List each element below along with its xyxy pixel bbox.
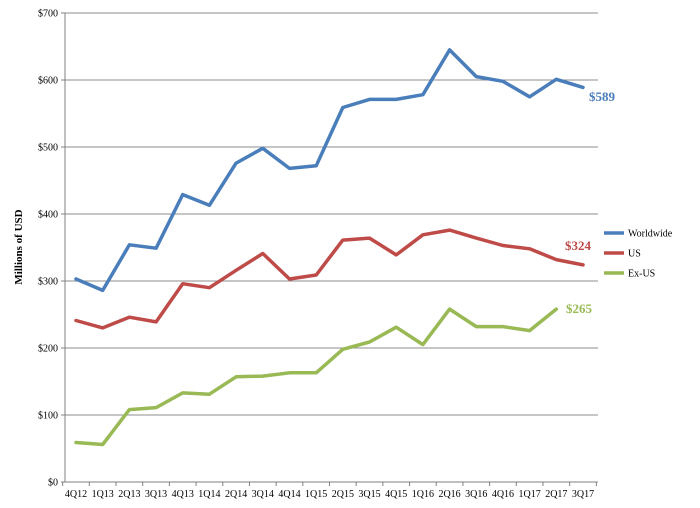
series-line-ex-us <box>74 307 559 447</box>
y-tick-label: $600 <box>38 76 58 87</box>
x-tick-label: 2Q16 <box>438 489 460 500</box>
x-tick-label: 4Q12 <box>65 489 87 500</box>
x-tick-label: 2Q15 <box>332 489 354 500</box>
x-tick-label: 4Q13 <box>172 489 194 500</box>
legend-label: Ex-US <box>628 269 655 280</box>
end-value-label: $589 <box>589 89 616 104</box>
series-line-worldwide <box>74 48 585 293</box>
y-tick-label: $300 <box>38 277 58 288</box>
x-tick-label: 3Q17 <box>572 489 594 500</box>
x-tick-label: 4Q16 <box>492 489 514 500</box>
x-tick-label: 1Q16 <box>412 489 434 500</box>
x-tick-label: 1Q15 <box>305 489 327 500</box>
x-tick-label: 2Q13 <box>118 489 140 500</box>
end-value-label: $265 <box>566 301 593 316</box>
y-tick-label: $100 <box>38 411 58 422</box>
x-tick-label: 2Q14 <box>225 489 247 500</box>
x-tick-label: 3Q15 <box>358 489 380 500</box>
end-value-label: $324 <box>565 238 592 253</box>
series-line-us <box>74 228 585 330</box>
x-tick-label: 1Q13 <box>92 489 114 500</box>
y-tick-label: $500 <box>38 143 58 154</box>
y-axis-title: Millions of USD <box>13 209 25 284</box>
y-tick-label: $200 <box>38 344 58 355</box>
y-tick-label: $400 <box>38 210 58 221</box>
gridlines <box>61 12 598 483</box>
y-tick-labels: $0 $100 $200 $300 $400 $500 $600 $700 <box>38 9 58 489</box>
x-tick-label: 4Q15 <box>385 489 407 500</box>
x-tick-label: 1Q14 <box>198 489 220 500</box>
y-tick-label: $700 <box>38 9 58 20</box>
legend-label: US <box>628 249 641 260</box>
x-tick-label: 1Q17 <box>519 489 541 500</box>
legend: Worldwide US Ex-US <box>604 229 673 280</box>
axes <box>64 13 598 483</box>
x-tick-label: 2Q17 <box>545 489 567 500</box>
x-tick-label: 3Q13 <box>145 489 167 500</box>
y-tick-label: $0 <box>48 478 58 489</box>
x-tick-label: 3Q14 <box>252 489 274 500</box>
series-lines <box>74 48 585 447</box>
x-tick-labels: 4Q12 1Q13 2Q13 3Q13 4Q13 1Q14 2Q14 3Q14 4Q14 1Q15… <box>62 482 597 500</box>
legend-label: Worldwide <box>628 229 673 240</box>
end-labels: $589 $324 $265 <box>565 89 616 316</box>
x-tick-label: 4Q14 <box>278 489 300 500</box>
x-tick-label: 3Q16 <box>465 489 487 500</box>
